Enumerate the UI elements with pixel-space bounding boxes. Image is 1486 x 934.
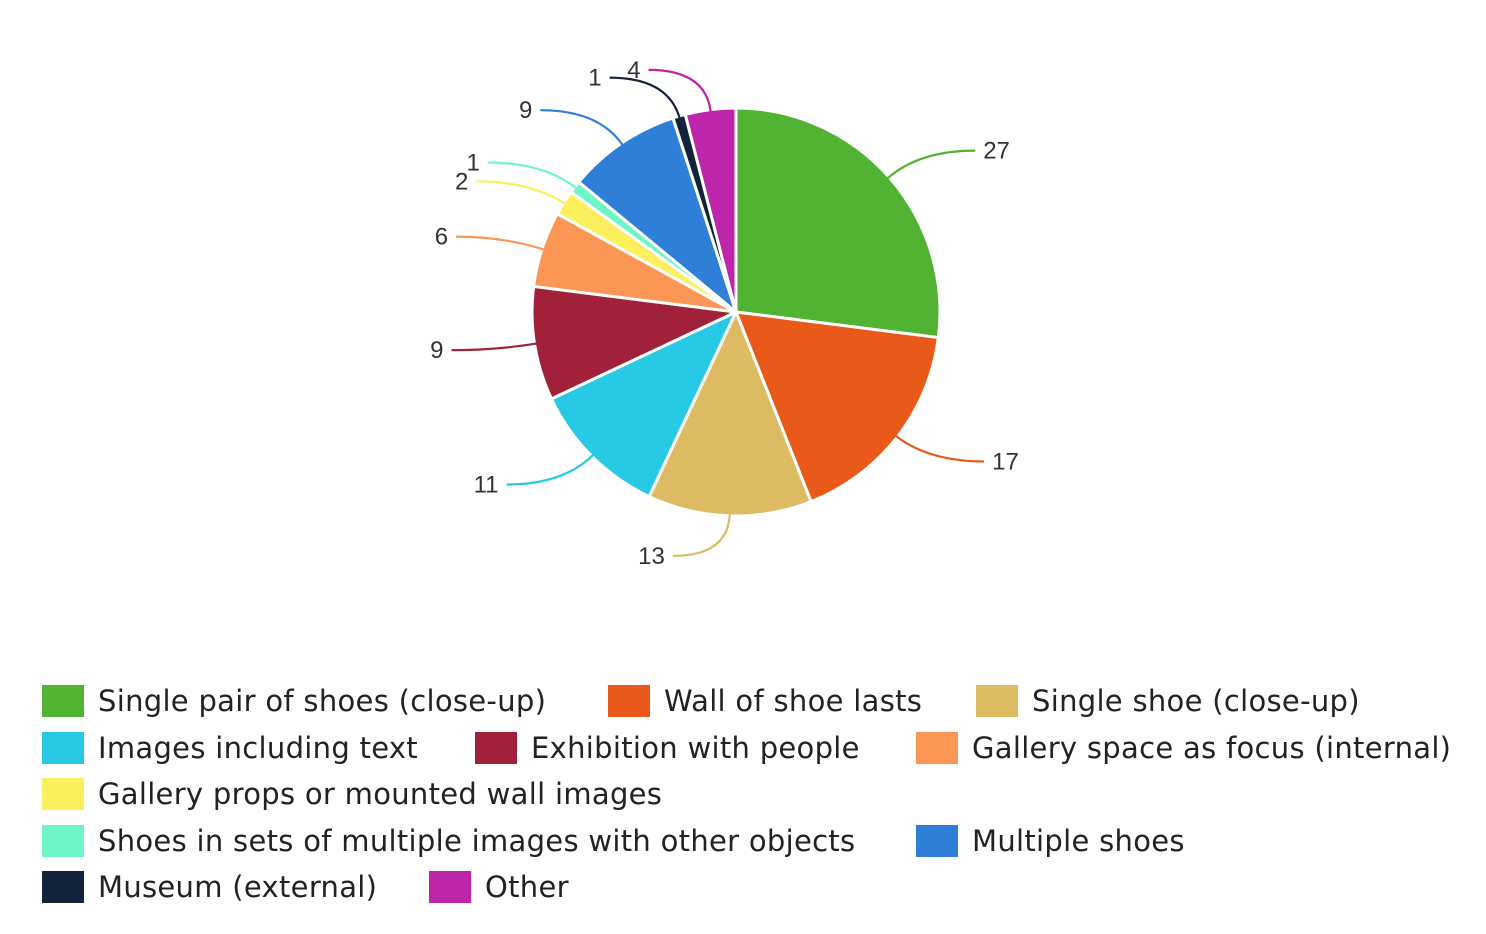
connector-line	[894, 434, 985, 463]
connector-line	[540, 109, 624, 146]
legend-item-gallery-space[interactable]: Gallery space as focus (internal)	[916, 728, 1451, 768]
legend-item-images-text[interactable]: Images including text	[42, 728, 418, 768]
legend-label: Museum (external)	[98, 870, 378, 904]
legend-swatch	[976, 685, 1018, 717]
connector-line	[487, 161, 578, 190]
legend-label: Gallery props or mounted wall images	[98, 777, 663, 811]
legend-swatch	[42, 685, 84, 717]
legend-swatch	[42, 778, 84, 810]
legend-label: Single pair of shoes (close-up)	[98, 684, 547, 718]
legend-label: Images including text	[98, 731, 418, 765]
legend-item-exhibition-people[interactable]: Exhibition with people	[475, 728, 860, 768]
legend-item-shoes-in-sets[interactable]: Shoes in sets of multiple images with ot…	[42, 821, 855, 861]
legend-label: Wall of shoe lasts	[664, 684, 923, 718]
data-label-wall-of-shoe-lasts: 17	[992, 449, 1019, 476]
connector-line	[456, 235, 545, 251]
data-label-gallery-props-or-mounted-wall-images: 2	[455, 168, 468, 195]
legend-item-single-pair[interactable]: Single pair of shoes (close-up)	[42, 681, 546, 721]
data-label-museum-external: 1	[588, 65, 601, 92]
data-label-gallery-space-as-focus-internal: 6	[435, 224, 448, 251]
data-label-single-shoe-close-up: 13	[638, 543, 665, 570]
connector-line	[451, 342, 537, 352]
legend-label: Shoes in sets of multiple images with ot…	[98, 824, 856, 858]
legend-swatch	[608, 685, 650, 717]
legend-swatch	[916, 732, 958, 764]
pie-slice-single-pair-of-shoes-close-up[interactable]	[734, 106, 942, 340]
legend-label: Exhibition with people	[531, 731, 860, 765]
data-label-multiple-shoes: 9	[519, 97, 532, 124]
connector-line	[609, 76, 681, 119]
legend-swatch	[42, 871, 84, 903]
legend-item-wall-of-lasts[interactable]: Wall of shoe lasts	[608, 681, 922, 721]
data-label-other: 4	[627, 57, 640, 84]
connector-line	[886, 149, 976, 180]
legend-item-gallery-props[interactable]: Gallery props or mounted wall images	[42, 774, 662, 814]
data-label-shoes-in-sets-of-multiple-images-with-other-objects: 1	[467, 150, 480, 177]
connector-line	[648, 68, 712, 112]
data-label-exhibition-with-people: 9	[430, 337, 443, 364]
connector-line	[506, 454, 594, 486]
legend-swatch	[42, 825, 84, 857]
legend-swatch	[475, 732, 517, 764]
legend-swatch	[42, 732, 84, 764]
connector-line	[672, 513, 731, 557]
legend-item-single-shoe[interactable]: Single shoe (close-up)	[976, 681, 1360, 721]
legend-swatch	[916, 825, 958, 857]
legend-label: Multiple shoes	[972, 824, 1185, 858]
data-label-images-including-text: 11	[474, 472, 499, 499]
legend-item-museum-external[interactable]: Museum (external)	[42, 867, 377, 907]
legend-label: Gallery space as focus (internal)	[972, 731, 1452, 765]
label-connectors	[451, 68, 985, 557]
legend-item-multiple-shoes[interactable]: Multiple shoes	[916, 821, 1185, 861]
legend-label: Other	[485, 870, 569, 904]
legend-item-other[interactable]: Other	[429, 867, 569, 907]
pie-slices	[530, 106, 942, 518]
legend-label: Single shoe (close-up)	[1032, 684, 1360, 718]
legend-swatch	[429, 871, 471, 903]
connector-line	[476, 180, 566, 205]
data-label-single-pair-of-shoes-close-up: 27	[983, 138, 1010, 165]
